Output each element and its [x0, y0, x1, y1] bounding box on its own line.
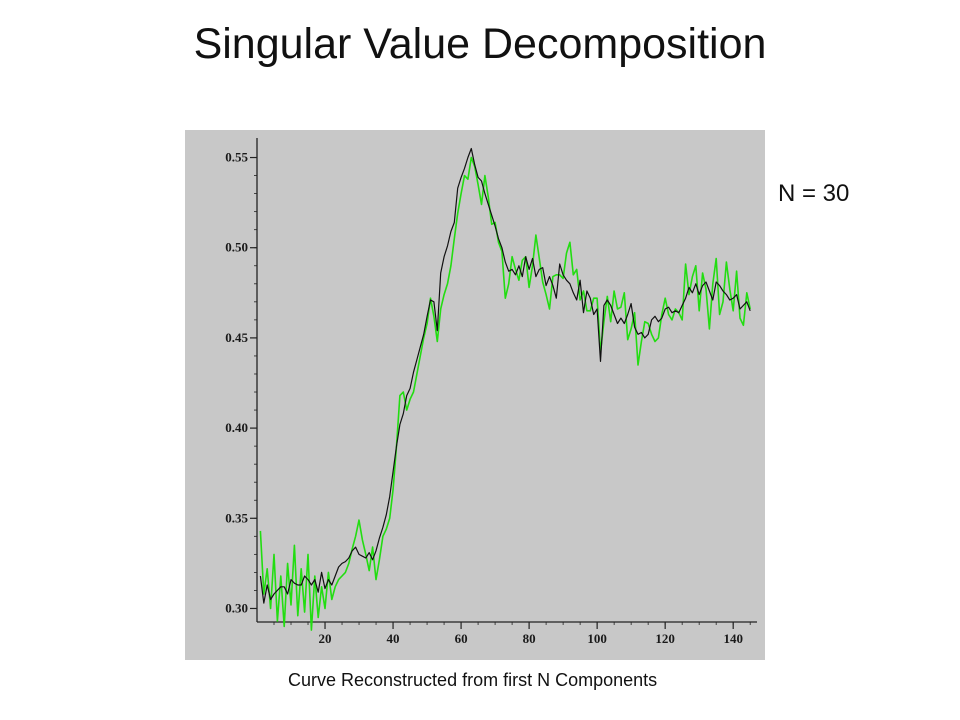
series-line-1: [259, 147, 751, 604]
chart: 0.30 0.35 0.40 0.45 0.50 0.55 20 40 60 80 100 120 14…: [185, 130, 765, 660]
x-tick-label-2: 60: [455, 631, 468, 646]
x-tick-label-4: 100: [587, 631, 607, 646]
y-tick-label-4: 0.50: [225, 240, 248, 255]
y-tick-label-3: 0.45: [225, 330, 248, 345]
n-components-label: N = 30: [778, 180, 850, 207]
plot-background: [185, 130, 765, 660]
x-tick-label-6: 140: [723, 631, 743, 646]
y-tick-label-5: 0.55: [225, 150, 248, 165]
y-tick-label-0: 0.30: [225, 600, 248, 615]
series-line-0: [259, 156, 751, 631]
y-tick-label-1: 0.35: [225, 510, 248, 525]
chart-svg: 0.30 0.35 0.40 0.45 0.50 0.55 20 40 60 80 100 120 14…: [185, 130, 765, 660]
x-tick-label-3: 80: [523, 631, 536, 646]
x-tick-label-1: 40: [387, 631, 400, 646]
slide-title: Singular Value Decomposition: [193, 20, 767, 68]
y-tick-label-2: 0.40: [225, 420, 248, 435]
x-tick-label-0: 20: [319, 631, 332, 646]
chart-caption: Curve Reconstructed from first N Compone…: [288, 670, 658, 690]
x-tick-label-5: 120: [655, 631, 675, 646]
